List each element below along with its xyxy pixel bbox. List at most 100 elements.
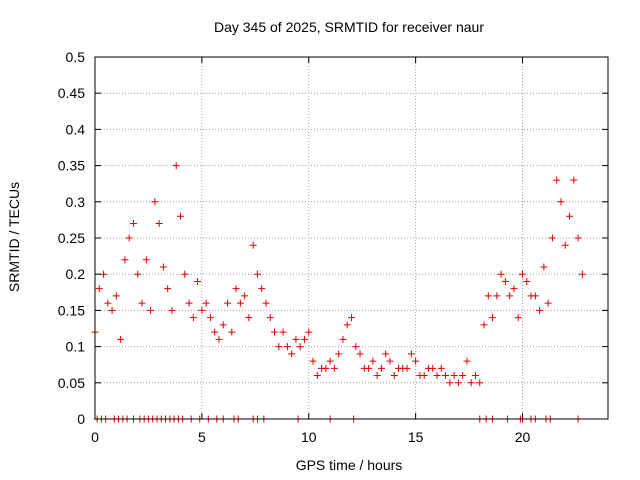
y-tick-label: 0	[77, 411, 85, 427]
data-point	[215, 335, 223, 343]
data-point	[484, 292, 492, 300]
chart-title: Day 345 of 2025, SRMTID for receiver nau…	[214, 19, 484, 35]
data-point	[420, 372, 428, 380]
data-point	[249, 241, 257, 249]
y-tick-label: 0.15	[58, 302, 85, 318]
data-point	[493, 292, 501, 300]
data-point	[356, 350, 364, 358]
data-point	[168, 306, 176, 314]
data-point	[266, 314, 274, 322]
y-tick-label: 0.2	[66, 266, 86, 282]
data-point	[104, 299, 112, 307]
data-point	[442, 372, 450, 380]
data-point	[467, 379, 475, 387]
y-tick-label: 0.1	[66, 339, 86, 355]
data-point	[172, 162, 180, 170]
data-point	[283, 343, 291, 351]
data-point	[95, 285, 103, 293]
data-point	[189, 314, 197, 322]
data-point	[164, 285, 172, 293]
data-point	[129, 220, 137, 228]
y-tick-label: 0.25	[58, 230, 85, 246]
data-point	[155, 220, 163, 228]
data-point	[198, 306, 206, 314]
data-point	[339, 335, 347, 343]
data-points	[91, 162, 586, 423]
x-tick-label: 0	[91, 429, 99, 445]
data-point	[224, 299, 232, 307]
data-point	[258, 285, 266, 293]
data-point	[313, 372, 321, 380]
data-point	[548, 234, 556, 242]
data-point	[536, 306, 544, 314]
data-point	[369, 357, 377, 365]
data-point	[211, 328, 219, 336]
y-tick-label: 0.35	[58, 158, 85, 174]
data-point	[194, 277, 202, 285]
data-point	[292, 335, 300, 343]
data-point	[330, 364, 338, 372]
y-tick-label: 0.5	[66, 49, 86, 65]
data-point	[100, 270, 108, 278]
data-point	[570, 176, 578, 184]
data-point	[352, 343, 360, 351]
y-tick-label: 0.05	[58, 375, 85, 391]
data-point	[476, 379, 484, 387]
data-point	[262, 299, 270, 307]
data-point	[531, 292, 539, 300]
data-point	[138, 299, 146, 307]
data-point	[566, 212, 574, 220]
data-point	[433, 372, 441, 380]
data-point	[206, 314, 214, 322]
grid-lines	[95, 57, 608, 419]
data-point	[288, 350, 296, 358]
data-point	[245, 314, 253, 322]
data-point	[296, 343, 304, 351]
data-point	[365, 364, 373, 372]
plot-frame	[94, 56, 609, 420]
data-point	[429, 364, 437, 372]
data-point	[390, 372, 398, 380]
data-point	[322, 364, 330, 372]
data-point	[348, 314, 355, 322]
data-point	[386, 357, 394, 365]
data-point	[489, 314, 497, 322]
data-point	[343, 321, 351, 329]
data-point	[382, 350, 390, 358]
data-point	[181, 270, 189, 278]
data-point	[159, 263, 167, 271]
y-tick-label: 0.4	[66, 121, 86, 137]
data-point	[108, 306, 116, 314]
data-point	[112, 292, 120, 300]
data-point	[446, 379, 454, 387]
y-tick-label: 0.45	[58, 85, 85, 101]
data-point	[557, 198, 565, 206]
data-point	[412, 357, 420, 365]
data-point	[117, 335, 125, 343]
data-point	[501, 277, 509, 285]
x-tick-label: 20	[515, 429, 531, 445]
x-tick-label: 15	[408, 429, 424, 445]
data-point	[335, 350, 343, 358]
data-point	[241, 292, 249, 300]
data-point	[134, 270, 142, 278]
axis-ticks: 0 0.05 0.1 0.15 0.2 0.25 0.3 0.35 0.4 0.45 0.5 0 5 10…	[58, 49, 608, 445]
x-axis-label: GPS time / hours	[296, 457, 403, 473]
data-point	[480, 321, 488, 329]
data-point	[514, 314, 522, 322]
data-point	[202, 299, 210, 307]
x-tick-label: 10	[301, 429, 317, 445]
data-point	[309, 357, 317, 365]
data-point	[407, 350, 415, 358]
data-point	[275, 343, 283, 351]
data-point	[540, 263, 548, 271]
data-point	[236, 299, 244, 307]
data-point	[463, 357, 471, 365]
data-point	[454, 379, 462, 387]
data-point	[403, 364, 411, 372]
data-point	[574, 234, 582, 242]
data-point	[300, 335, 308, 343]
data-point	[125, 234, 133, 242]
data-point	[553, 176, 561, 184]
